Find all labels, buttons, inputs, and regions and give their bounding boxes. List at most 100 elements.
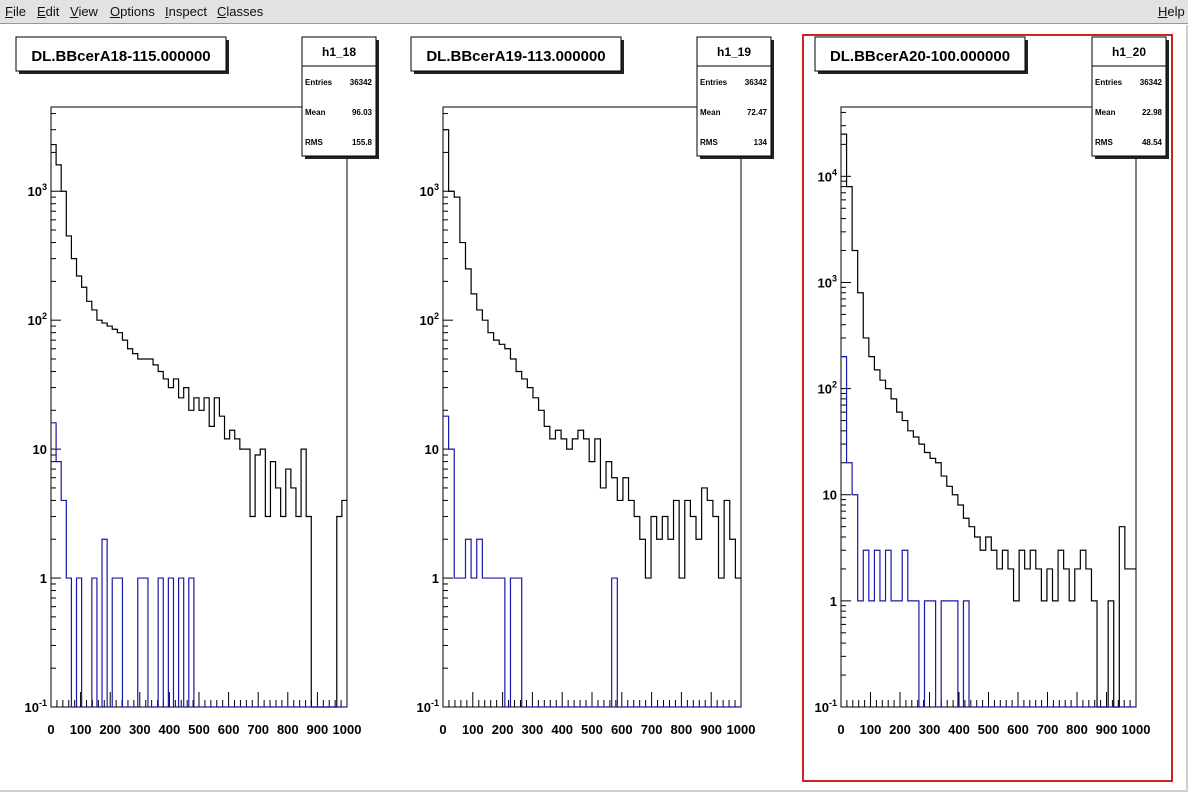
y-tick-label: 1: [830, 594, 837, 609]
stats-box-frame: [1091, 36, 1167, 157]
y-tick-label: 103: [420, 182, 439, 199]
stats-mean-value: 72.47: [747, 108, 768, 117]
histogram-title-box: DL.BBcerA20-100.000000: [814, 36, 1028, 74]
y-tick-label: 10: [33, 442, 47, 457]
x-tick-label: 600: [1007, 722, 1029, 737]
menu-bar: File Edit View Options Inspect Classes H…: [0, 0, 1188, 24]
stats-mean-label: Mean: [305, 108, 326, 117]
histogram-series-1: [443, 415, 741, 708]
canvas-area[interactable]: DL.BBcerA18-115.000000 103 102 10 1 10-1 0 100 2…: [0, 25, 1188, 792]
stats-mean-value: 96.03: [352, 108, 373, 117]
x-tick-label: 200: [99, 722, 121, 737]
x-tick-label: 400: [159, 722, 181, 737]
stats-name: h1_18: [322, 45, 356, 59]
x-tick-label: 100: [462, 722, 484, 737]
x-tick-label: 500: [978, 722, 1000, 737]
x-axis: 0 100 200 300 400 500 600 700 800 900 1000: [837, 692, 1150, 737]
menu-options[interactable]: Options: [110, 4, 155, 19]
x-tick-label: 300: [522, 722, 544, 737]
y-tick-label: 102: [28, 311, 47, 328]
histogram-series-1: [841, 356, 1136, 708]
title-box-frame: [15, 36, 227, 72]
x-tick-label: 900: [307, 722, 329, 737]
x-tick-label: 800: [1066, 722, 1088, 737]
histogram-title-box: DL.BBcerA19-113.000000: [410, 36, 624, 74]
stats-entries-value: 36342: [745, 78, 768, 87]
stats-box: h1_19 Entries 36342 Mean 72.47 RMS 134: [696, 36, 774, 159]
x-tick-label: 100: [860, 722, 882, 737]
histogram-title-box: DL.BBcerA18-115.000000: [15, 36, 229, 74]
x-tick-label: 500: [188, 722, 210, 737]
x-tick-label: 400: [948, 722, 970, 737]
x-axis: 0 100 200 300 400 500 600 700 800 900 1000: [439, 692, 755, 737]
menu-file[interactable]: File: [5, 4, 26, 19]
y-tick-label: 10-1: [417, 698, 439, 715]
stats-rms-value: 48.54: [1142, 138, 1163, 147]
plot-frame: [442, 106, 742, 708]
x-tick-label: 300: [129, 722, 151, 737]
menu-inspect[interactable]: Inspect: [165, 4, 207, 19]
menu-view[interactable]: View: [70, 4, 98, 19]
x-tick-label: 1000: [333, 722, 362, 737]
title-box-frame: [410, 36, 622, 72]
y-tick-label: 103: [818, 273, 837, 290]
stats-mean-label: Mean: [700, 108, 721, 117]
y-tick-label: 10-1: [815, 698, 837, 715]
stats-box: h1_18 Entries 36342 Mean 96.03 RMS 155.8: [301, 36, 379, 159]
x-tick-label: 100: [70, 722, 92, 737]
y-tick-label: 104: [818, 167, 837, 184]
y-tick-label: 102: [818, 380, 837, 397]
x-tick-label: 400: [551, 722, 573, 737]
stats-name: h1_19: [717, 45, 751, 59]
menu-classes[interactable]: Classes: [217, 4, 264, 19]
menu-help[interactable]: Help: [1158, 4, 1185, 19]
x-tick-label: 200: [492, 722, 514, 737]
title-box-frame: [814, 36, 1026, 72]
x-tick-label: 0: [439, 722, 446, 737]
histogram-title: DL.BBcerA20-100.000000: [830, 48, 1010, 65]
x-tick-label: 300: [919, 722, 941, 737]
histogram-title: DL.BBcerA18-115.000000: [31, 48, 210, 65]
y-tick-label: 102: [420, 311, 439, 328]
stats-mean-value: 22.98: [1142, 108, 1163, 117]
x-tick-label: 1000: [727, 722, 756, 737]
menu-edit[interactable]: Edit: [37, 4, 60, 19]
stats-name: h1_20: [1112, 45, 1146, 59]
stats-box-frame: [696, 36, 772, 157]
y-tick-label: 1: [432, 571, 439, 586]
stats-box: h1_20 Entries 36342 Mean 22.98 RMS 48.54: [1091, 36, 1169, 159]
selected-pad-border: [802, 34, 1173, 782]
y-tick-label: 10-1: [25, 698, 47, 715]
x-tick-label: 600: [218, 722, 240, 737]
stats-rms-value: 155.8: [352, 138, 373, 147]
histogram-series-1: [51, 422, 347, 708]
stats-rms-label: RMS: [700, 138, 718, 147]
x-tick-label: 900: [700, 722, 722, 737]
stats-mean-label: Mean: [1095, 108, 1116, 117]
x-tick-label: 700: [1037, 722, 1059, 737]
histogram-series-0: [841, 133, 1136, 708]
y-tick-label: 10: [425, 442, 439, 457]
stats-entries-value: 36342: [1140, 78, 1163, 87]
stats-entries-label: Entries: [700, 78, 728, 87]
stats-rms-label: RMS: [305, 138, 323, 147]
y-tick-label: 1: [40, 571, 47, 586]
x-tick-label: 200: [889, 722, 911, 737]
plot-frame: [840, 106, 1137, 708]
stats-box-frame: [301, 36, 377, 157]
x-tick-label: 900: [1096, 722, 1118, 737]
stats-rms-label: RMS: [1095, 138, 1113, 147]
y-tick-label: 103: [28, 182, 47, 199]
x-tick-label: 1000: [1122, 722, 1151, 737]
x-tick-label: 700: [247, 722, 269, 737]
x-tick-label: 700: [641, 722, 663, 737]
stats-rms-value: 134: [754, 138, 768, 147]
x-tick-label: 0: [47, 722, 54, 737]
x-tick-label: 0: [837, 722, 844, 737]
